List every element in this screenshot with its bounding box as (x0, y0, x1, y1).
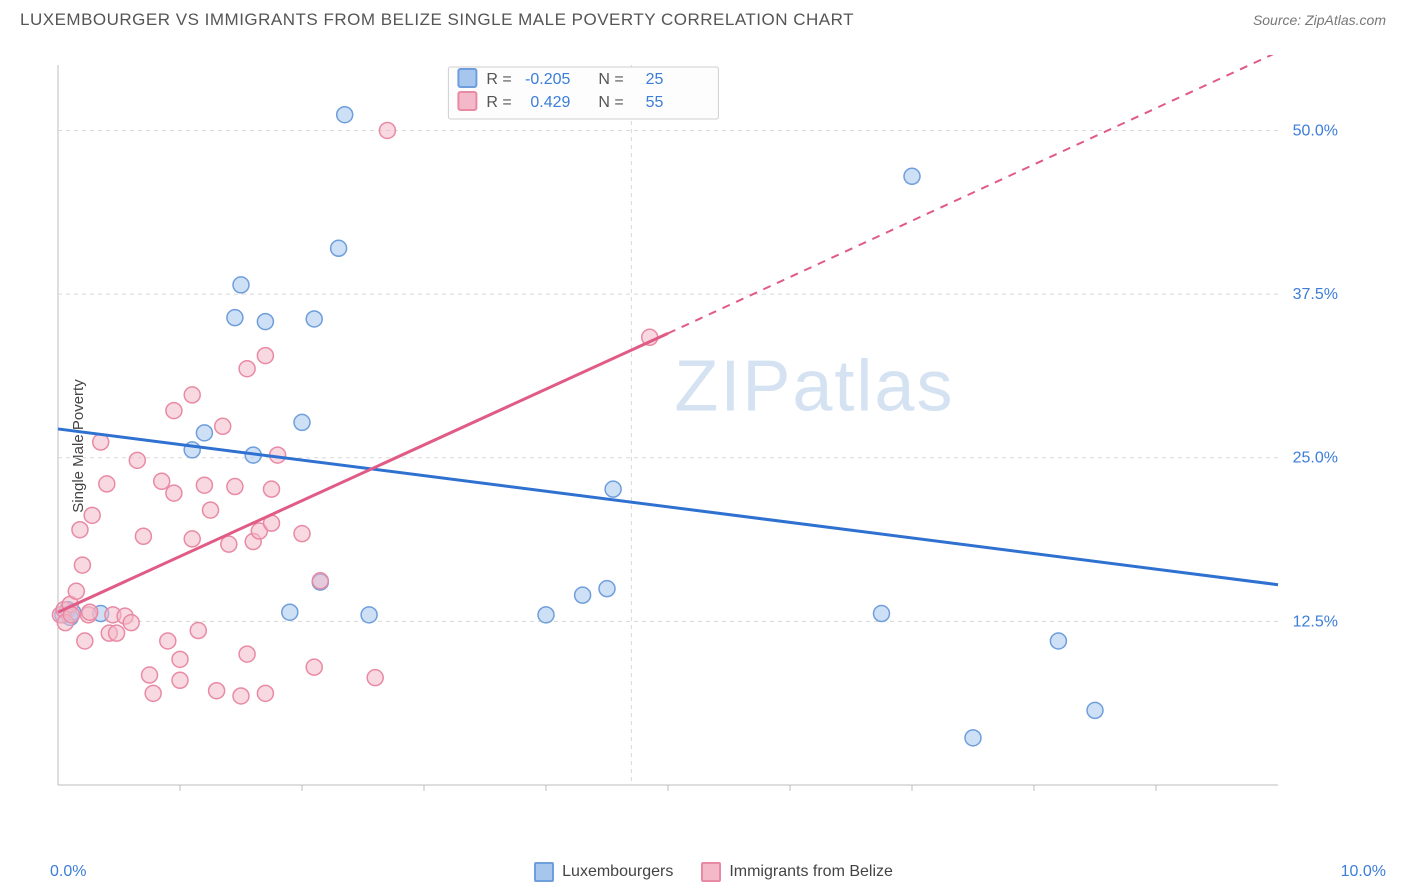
legend-label-bel: Immigrants from Belize (729, 863, 893, 881)
svg-text:R =: R = (486, 71, 511, 88)
x-axis-start-label: 0.0% (50, 863, 86, 881)
legend-item-bel: Immigrants from Belize (701, 862, 893, 882)
svg-text:50.0%: 50.0% (1293, 122, 1338, 139)
svg-text:25.0%: 25.0% (1293, 450, 1338, 467)
legend-label-lux: Luxembourgers (562, 863, 673, 881)
svg-text:N =: N = (598, 94, 623, 111)
svg-text:-0.205: -0.205 (525, 71, 570, 88)
scatter-chart-svg: 12.5% 25.0% 37.5% 50.0% ZIPatlas R = -0.205 N =… (48, 55, 1348, 815)
svg-text:0.429: 0.429 (530, 94, 570, 111)
svg-text:25: 25 (646, 71, 664, 88)
x-axis-end-label: 10.0% (1341, 863, 1386, 881)
legend-item-lux: Luxembourgers (534, 862, 673, 882)
source-label: Source: ZipAtlas.com (1253, 12, 1386, 28)
svg-text:R =: R = (486, 94, 511, 111)
chart-area: 12.5% 25.0% 37.5% 50.0% ZIPatlas R = -0.205 N =… (48, 55, 1348, 815)
chart-title: LUXEMBOURGER VS IMMIGRANTS FROM BELIZE S… (20, 10, 854, 30)
svg-text:37.5%: 37.5% (1293, 286, 1338, 303)
legend-swatch-lux (534, 862, 554, 882)
svg-text:12.5%: 12.5% (1293, 613, 1338, 630)
bottom-legend: 0.0% Luxembourgers Immigrants from Beliz… (0, 856, 1406, 892)
svg-text:ZIPatlas: ZIPatlas (674, 347, 954, 427)
legend-swatch-bel (701, 862, 721, 882)
svg-text:N =: N = (598, 71, 623, 88)
svg-text:55: 55 (646, 94, 664, 111)
series-legend: Luxembourgers Immigrants from Belize (534, 862, 893, 882)
